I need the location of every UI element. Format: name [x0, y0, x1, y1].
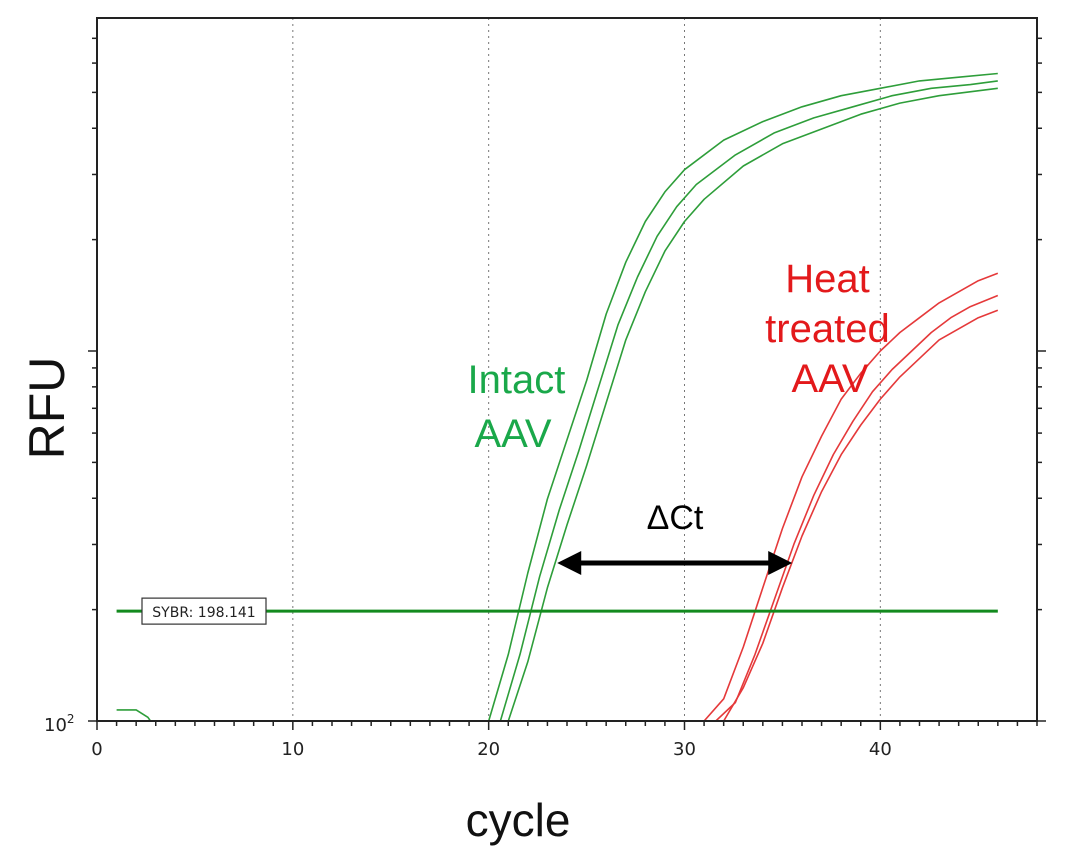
heat-label-line3: AAV: [791, 357, 868, 401]
x-axis-title: cycle: [466, 794, 571, 846]
x-tick-label: 40: [869, 739, 892, 760]
x-tick-label: 10: [281, 739, 304, 760]
series-line-heat-5: [715, 294, 999, 721]
heat-label-line1: Heat: [785, 257, 870, 301]
delta-ct-label: ΔCt: [647, 499, 704, 537]
delta-ct-arrow-head-left: [557, 551, 582, 575]
threshold-layer: SYBR: 198.141: [116, 597, 998, 625]
x-tick-label: 30: [673, 739, 696, 760]
x-tick-label: 20: [477, 739, 500, 760]
intact-label: Intact AAV: [468, 358, 577, 456]
y-axis-base-label: 102: [44, 712, 75, 736]
series-lines: [116, 72, 999, 721]
series-line-intact-3: [507, 87, 998, 721]
series-line-heat-6: [723, 309, 999, 721]
series-line-intact-1: [487, 72, 998, 721]
heat-treated-label: Heat treated AAV: [765, 257, 901, 401]
series-line-heat-4: [703, 272, 999, 721]
heat-label-line2: treated: [765, 307, 890, 351]
series-line-intact-2: [499, 80, 998, 721]
y-tick-label-exponent: 2: [67, 712, 75, 726]
series-line-early-7: [116, 709, 152, 721]
intact-label-line2: AAV: [474, 412, 551, 456]
y-tick-label-base: 10: [44, 715, 67, 736]
threshold-label: SYBR: 198.141: [152, 605, 255, 621]
axis-ticks: 0 10 20 30 40: [88, 37, 1046, 760]
svg-text:102: 102: [44, 712, 75, 736]
y-axis-title: RFU: [19, 357, 75, 460]
delta-ct-arrow-head-right: [768, 551, 793, 575]
delta-ct-arrow: [557, 551, 793, 575]
intact-label-line1: Intact: [468, 358, 566, 402]
threshold-label-box: [141, 597, 267, 625]
x-tick-label: 0: [91, 739, 102, 760]
